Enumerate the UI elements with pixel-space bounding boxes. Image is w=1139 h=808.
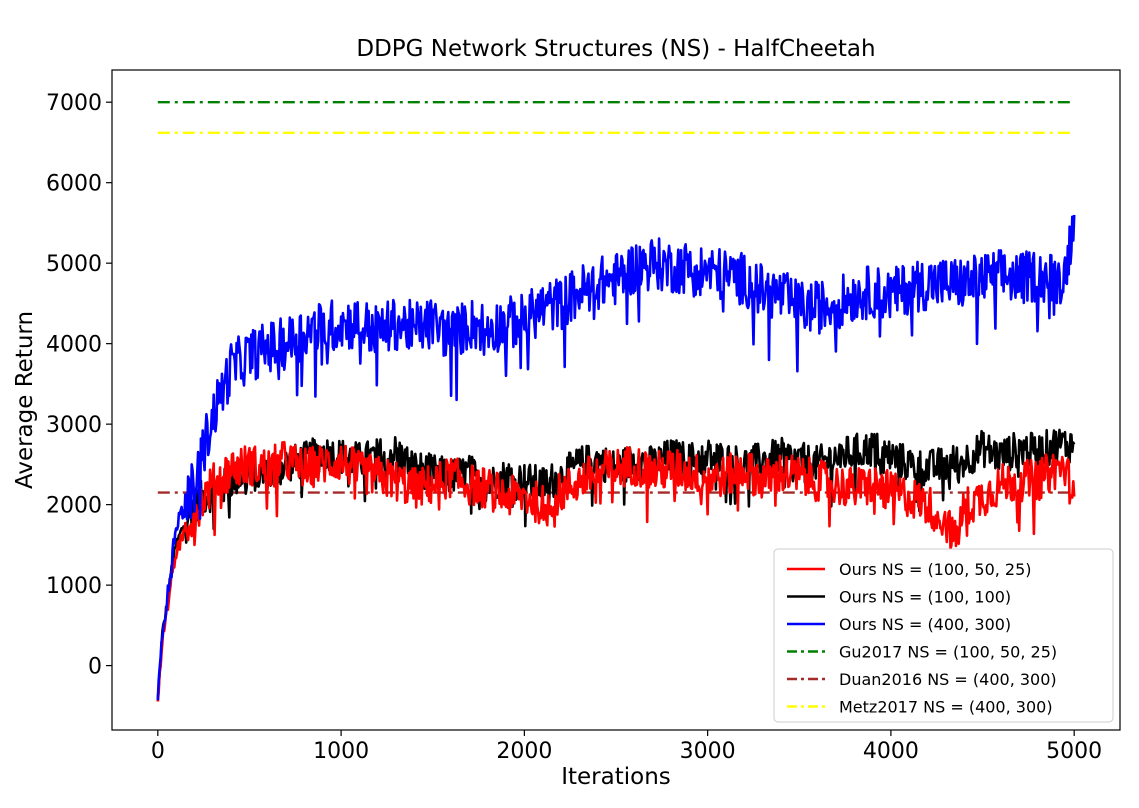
x-tick-label: 4000: [863, 739, 919, 764]
legend-label-3: Ours NS = (400, 300): [839, 615, 1011, 634]
series-line-3: [156, 214, 1076, 701]
legend-label-6: Metz2017 NS = (400, 300): [839, 698, 1053, 717]
y-tick-label: 3000: [46, 413, 102, 438]
y-tick-label: 5000: [46, 252, 102, 277]
legend-label-4: Gu2017 NS = (100, 50, 25): [839, 643, 1057, 662]
y-axis-ticks: 0 1000 2000 3000 4000 5000 6000 7000: [46, 91, 112, 680]
x-tick-label: 0: [151, 739, 165, 764]
legend: Ours NS = (100, 50, 25) Ours NS = (100, 1…: [773, 548, 1114, 723]
y-tick-label: 0: [88, 655, 102, 680]
x-tick-label: 1000: [313, 739, 369, 764]
x-axis-label: Iterations: [561, 764, 671, 790]
series-layer: [156, 101, 1076, 702]
legend-label-1: Ours NS = (100, 50, 25): [839, 560, 1032, 579]
x-tick-label: 2000: [496, 739, 552, 764]
y-tick-label: 4000: [46, 333, 102, 358]
legend-box: [773, 548, 1114, 723]
x-axis-ticks: 0 1000 2000 3000 4000 5000: [151, 730, 1102, 764]
x-tick-label: 5000: [1046, 739, 1102, 764]
y-tick-label: 2000: [46, 494, 102, 519]
chart-title: DDPG Network Structures (NS) - HalfCheet…: [356, 36, 875, 62]
legend-label-5: Duan2016 NS = (400, 300): [839, 670, 1057, 689]
legend-label-2: Ours NS = (100, 100): [839, 588, 1011, 607]
plot-frame: [111, 69, 1121, 731]
series-line-1: [156, 440, 1076, 702]
y-tick-label: 1000: [46, 574, 102, 599]
y-axis-label: Average Return: [12, 311, 38, 489]
x-tick-label: 3000: [680, 739, 736, 764]
y-tick-label: 7000: [46, 91, 102, 116]
y-tick-label: 6000: [46, 172, 102, 197]
